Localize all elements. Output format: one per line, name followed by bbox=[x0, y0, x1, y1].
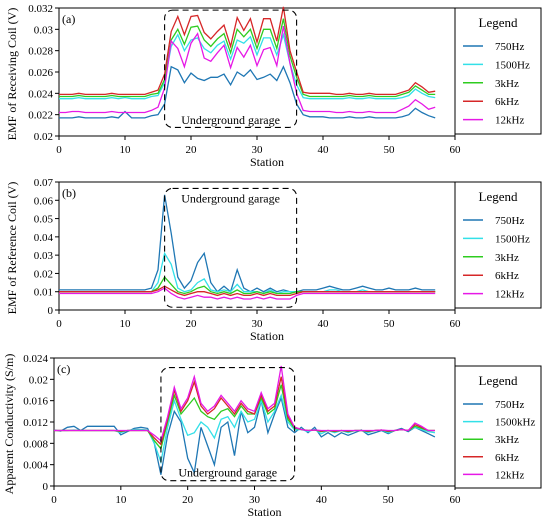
panel-label: (a) bbox=[62, 12, 75, 26]
x-tick-label: 40 bbox=[318, 318, 330, 330]
legend-entry: 6kHz bbox=[495, 452, 519, 464]
x-axis-label: Station bbox=[250, 155, 284, 169]
x-tick-label: 30 bbox=[249, 494, 261, 506]
series-line-12khz bbox=[54, 365, 435, 442]
series-line-3khz bbox=[59, 18, 436, 98]
y-axis-label: Apparent Conductivity (S/m) bbox=[2, 354, 16, 495]
x-tick-label: 50 bbox=[384, 144, 396, 156]
x-tick-label: 10 bbox=[120, 318, 132, 330]
x-tick-label: 30 bbox=[252, 318, 264, 330]
legend-entry: 12kHz bbox=[495, 289, 524, 301]
series-line-12khz bbox=[59, 25, 436, 114]
underground-garage-box bbox=[164, 9, 298, 129]
series-line-750hz bbox=[59, 65, 436, 119]
y-tick-label: 0.02 bbox=[34, 131, 53, 143]
chart-panel-0: 0 10 20 30 40 50 60 0.02 0.022 0.024 0.026 0.028 0.0… bbox=[5, 3, 542, 169]
y-tick-label: 0.026 bbox=[28, 67, 53, 79]
y-tick-label: 0.07 bbox=[34, 177, 54, 189]
y-tick-label: 0.016 bbox=[23, 396, 48, 408]
y-tick-label: 0.022 bbox=[28, 110, 53, 122]
legend-entry: 750Hz bbox=[495, 215, 524, 227]
x-tick-label: 50 bbox=[384, 318, 396, 330]
x-tick-label: 40 bbox=[316, 494, 328, 506]
legend-box bbox=[454, 181, 542, 309]
x-tick-label: 60 bbox=[450, 494, 462, 506]
y-axis-label: EMF of Reference Coil (V) bbox=[5, 182, 19, 315]
legend-entry: 1500Hz bbox=[495, 59, 530, 71]
y-tick-label: 0.012 bbox=[23, 417, 48, 429]
y-tick-label: 0.028 bbox=[28, 46, 53, 58]
series-line-6khz bbox=[59, 285, 436, 297]
y-tick-label: 0.01 bbox=[34, 287, 53, 299]
x-tick-label: 60 bbox=[450, 318, 462, 330]
legend-entry: 12kHz bbox=[495, 469, 524, 481]
y-tick-label: 0.02 bbox=[34, 268, 53, 280]
y-tick-label: 0.05 bbox=[34, 214, 54, 226]
x-tick-label: 20 bbox=[186, 144, 198, 156]
x-tick-label: 20 bbox=[182, 494, 194, 506]
legend-title: Legend bbox=[479, 373, 518, 388]
legend-entry: 12kHz bbox=[495, 115, 524, 127]
y-axis-label: EMF of Receiving Coil (V) bbox=[5, 8, 19, 141]
y-tick-label: 0 bbox=[43, 481, 49, 493]
x-tick-label: 0 bbox=[56, 144, 62, 156]
legend-title: Legend bbox=[479, 189, 518, 204]
x-tick-label: 10 bbox=[115, 494, 127, 506]
legend-entry: 6kHz bbox=[495, 96, 519, 108]
y-tick-label: 0.04 bbox=[34, 232, 54, 244]
x-axis-label: Station bbox=[250, 329, 284, 343]
legend-entry: 750Hz bbox=[495, 41, 524, 53]
y-tick-label: 0 bbox=[48, 305, 54, 317]
legend-title: Legend bbox=[479, 15, 518, 30]
panel-label: (b) bbox=[62, 186, 76, 200]
chart-panel-1: 0 10 20 30 40 50 60 0 0.01 0.02 0.03 0.04 0.05 0.06 0.… bbox=[5, 177, 542, 343]
chart-panel-2: 0 10 20 30 40 50 60 0 0.004 0.008 0.012 0.016 0.02 0.… bbox=[2, 353, 542, 519]
y-tick-label: 0.03 bbox=[34, 24, 54, 36]
x-tick-label: 60 bbox=[450, 144, 462, 156]
underground-garage-label: Underground garage bbox=[178, 466, 277, 480]
y-tick-label: 0.03 bbox=[34, 250, 54, 262]
x-axis-label: Station bbox=[247, 505, 281, 519]
x-tick-label: 50 bbox=[383, 494, 395, 506]
y-tick-label: 0.008 bbox=[23, 438, 48, 450]
y-tick-label: 0.06 bbox=[34, 195, 54, 207]
x-tick-label: 0 bbox=[56, 318, 62, 330]
legend-entry: 1500Hz bbox=[495, 233, 530, 245]
y-tick-label: 0.024 bbox=[28, 88, 53, 100]
underground-garage-box bbox=[164, 187, 298, 308]
legend-entry: 6kHz bbox=[495, 270, 519, 282]
underground-garage-label: Underground garage bbox=[181, 113, 280, 127]
legend-entry: 3kHz bbox=[495, 252, 519, 264]
underground-garage-label: Underground garage bbox=[181, 191, 280, 205]
x-tick-label: 40 bbox=[318, 144, 330, 156]
legend-entry: 3kHz bbox=[495, 78, 519, 90]
series-line-12khz bbox=[59, 287, 436, 300]
x-tick-label: 10 bbox=[120, 144, 132, 156]
x-tick-label: 20 bbox=[186, 318, 198, 330]
y-tick-label: 0.004 bbox=[23, 460, 48, 472]
legend-entry: 3kHz bbox=[495, 434, 519, 446]
legend-entry: 1500kHz bbox=[495, 417, 535, 429]
series-line-1500hz bbox=[59, 251, 436, 295]
y-tick-label: 0.02 bbox=[29, 374, 48, 386]
legend-box bbox=[454, 7, 542, 135]
x-tick-label: 0 bbox=[51, 494, 57, 506]
legend-box bbox=[454, 365, 542, 489]
series-line-3khz bbox=[59, 276, 436, 295]
legend-entry: 750Hz bbox=[495, 399, 524, 411]
series-line-6khz bbox=[59, 6, 436, 96]
series-line-1500hz bbox=[59, 32, 436, 100]
series-line-750hz bbox=[59, 194, 436, 293]
x-tick-label: 30 bbox=[252, 144, 264, 156]
panel-label: (c) bbox=[57, 362, 70, 376]
y-tick-label: 0.024 bbox=[23, 353, 48, 365]
y-tick-label: 0.032 bbox=[28, 3, 53, 15]
